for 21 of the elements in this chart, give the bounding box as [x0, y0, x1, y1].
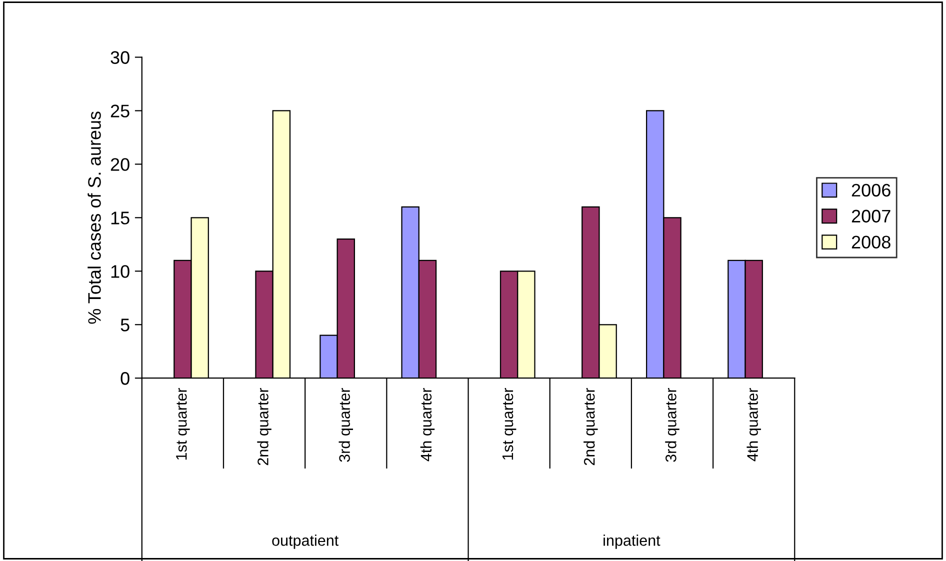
y-tick-label: 5 — [120, 318, 130, 332]
x-tick-label: 2nd quarter — [257, 388, 272, 466]
x-tick-label: 1st quarter — [176, 388, 190, 460]
legend-label: 2008 — [852, 236, 890, 249]
x-tick-label: 2nd quarter — [584, 388, 598, 466]
y-tick-label: 15 — [111, 212, 130, 224]
x-tick-label: 1st quarter — [502, 388, 516, 460]
legend-label: 2007 — [852, 210, 890, 223]
y-tick-label: 30 — [110, 51, 130, 64]
x-tick-label: 3rd quarter — [665, 388, 680, 462]
y-axis-title: % Total cases of S. aureus — [88, 112, 101, 324]
x-tick-label: 4th quarter — [420, 388, 435, 462]
y-tick-label: 25 — [110, 104, 130, 118]
text: outpatient — [272, 534, 339, 549]
x-tick-label: 4th quarter — [746, 388, 761, 462]
legend-label: 2006 — [852, 184, 890, 197]
y-tick-label: 0 — [120, 372, 130, 385]
y-tick-label: 10 — [111, 265, 130, 278]
text: inpatient — [604, 534, 660, 549]
y-tick-label: 20 — [110, 158, 130, 171]
x-tick-label: 3rd quarter — [338, 388, 353, 462]
